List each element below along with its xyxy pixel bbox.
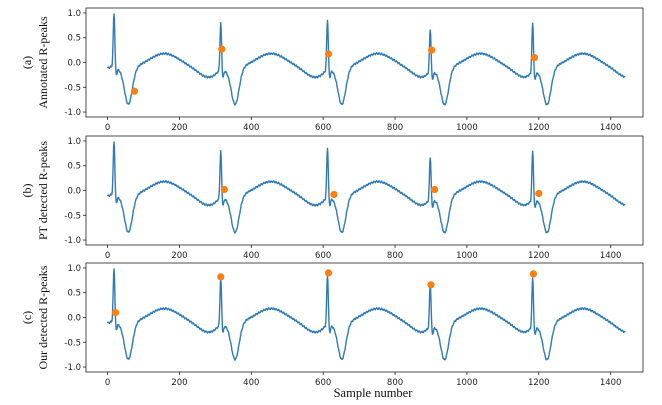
panel-2-frame [85, 262, 644, 373]
y-tick-label: -0.5 [64, 211, 81, 221]
x-tick-label: 0 [105, 378, 110, 388]
y-tick-label: 0.0 [67, 59, 81, 69]
panel-b-ylabel: PT detected R-peaks [36, 141, 50, 240]
x-tick-label: 1000 [456, 251, 478, 261]
x-tick-label: 1200 [528, 251, 550, 261]
r-peak-marker [324, 269, 333, 277]
x-tick-label: 1400 [600, 251, 622, 261]
y-tick-label: 0.0 [67, 187, 81, 197]
y-tick-label: -1.0 [64, 108, 81, 118]
r-peak-marker [535, 189, 543, 198]
x-tick-label: 400 [243, 251, 259, 261]
x-tick-label: 600 [315, 123, 331, 133]
panel-c: (c) Our detected R-peaks -1.0 -0.5 0.0 0.5 1… [20, 262, 644, 388]
r-peak-marker [111, 308, 120, 317]
r-peak-marker [430, 185, 439, 194]
y-tick-label: 0.5 [67, 162, 81, 172]
r-peak-marker [530, 53, 539, 62]
y-tick-label: 0.5 [67, 289, 81, 299]
x-tick-label: 800 [387, 251, 403, 261]
r-peak-marker [427, 281, 435, 289]
x-tick-label: 400 [243, 378, 259, 388]
r-peak-marker [130, 87, 139, 95]
x-tick-label: 800 [387, 123, 403, 133]
panel-c-label: (c) [20, 311, 34, 324]
x-tick-label: 1200 [528, 123, 550, 133]
r-peak-marker [324, 50, 333, 58]
x-tick-label: 200 [171, 123, 187, 133]
x-tick-label: 200 [171, 378, 187, 388]
x-tick-label: 0 [105, 123, 110, 133]
x-tick-label: 1000 [456, 123, 478, 133]
x-axis-label: Sample number [334, 386, 414, 400]
r-peak-marker [218, 45, 226, 53]
r-peak-marker [428, 46, 436, 54]
ecg-signal-line [106, 13, 626, 106]
x-tick-label: 200 [171, 251, 187, 261]
panel-1-frame [85, 135, 644, 246]
x-tick-label: 1400 [600, 123, 622, 133]
panel-0-frame [85, 7, 644, 118]
x-tick-label: 1200 [528, 378, 550, 388]
y-tick-label: 0.5 [67, 34, 81, 44]
r-peak-marker [220, 185, 228, 194]
panel-a: (a) Annotated R-peaks -1.0 -0.5 0.0 0.5 1.0 0… [20, 7, 644, 133]
x-tick-label: 0 [105, 251, 110, 261]
y-tick-label: 1.0 [67, 9, 81, 19]
y-tick-label: 0.0 [67, 314, 81, 324]
y-tick-label: 1.0 [67, 264, 81, 274]
panel-b: (b) PT detected R-peaks -1.0 -0.5 0.0 0.5 1.… [20, 135, 644, 261]
panel-c-ylabel: Our detected R-peaks [36, 265, 50, 369]
r-peak-marker [217, 273, 225, 281]
panel-a-label: (a) [20, 56, 34, 69]
y-tick-label: -0.5 [64, 83, 81, 93]
y-tick-label: -1.0 [64, 236, 81, 246]
x-tick-label: 1400 [600, 378, 622, 388]
x-tick-label: 600 [315, 378, 331, 388]
panel-b-label: (b) [20, 184, 34, 198]
x-tick-label: 600 [315, 251, 331, 261]
y-tick-label: -1.0 [64, 363, 81, 373]
y-tick-label: -0.5 [64, 338, 81, 348]
r-peak-marker [330, 190, 338, 199]
ecg-signal-line [106, 141, 626, 234]
x-tick-label: 1000 [456, 378, 478, 388]
y-tick-label: 1.0 [67, 137, 81, 147]
x-tick-label: 800 [387, 378, 403, 388]
ecg-signal-line [106, 268, 626, 361]
r-peak-marker [529, 270, 537, 278]
x-tick-label: 400 [243, 123, 259, 133]
panel-a-ylabel: Annotated R-peaks [36, 16, 50, 109]
